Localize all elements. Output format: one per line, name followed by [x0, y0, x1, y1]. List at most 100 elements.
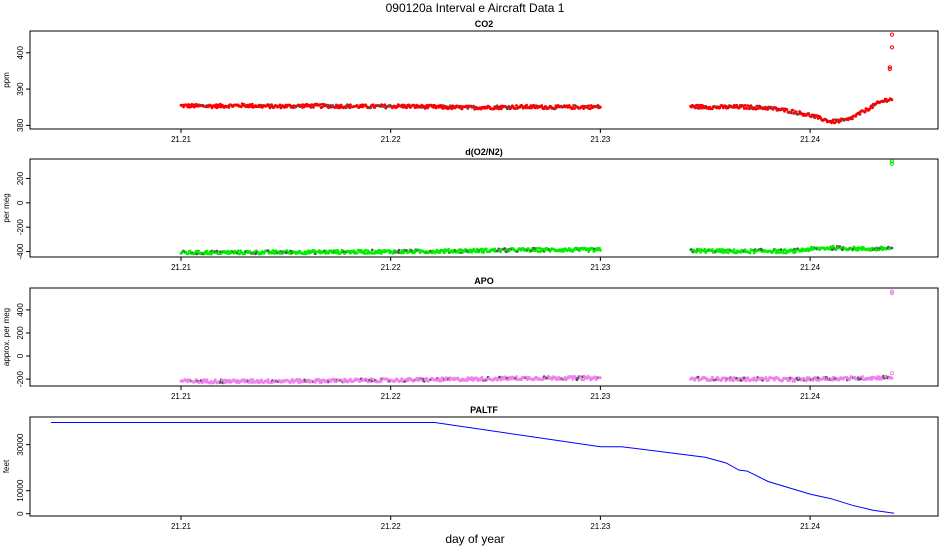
- apo-data-point: [752, 376, 756, 380]
- o2n2-data-point: [187, 252, 190, 255]
- apo-data-point: [520, 378, 523, 382]
- o2n2-data-point: [209, 252, 213, 256]
- apo-data-point: [696, 375, 700, 379]
- apo-data-point: [439, 379, 443, 383]
- apo-data-point: [186, 380, 190, 384]
- co2-data-point: [466, 107, 470, 110]
- co2-x-tick-label: 21.24: [800, 135, 821, 144]
- o2n2-y-tick-label: 200: [16, 171, 25, 185]
- o2n2-x-tick-label: 21.24: [800, 263, 821, 272]
- co2-data-point: [515, 104, 518, 107]
- co2-data-point: [407, 103, 411, 107]
- o2n2-data-point: [695, 250, 698, 254]
- apo-data-point: [358, 380, 361, 383]
- apo-outlier-point: [889, 371, 895, 376]
- co2-data-point: [791, 108, 795, 112]
- co2-data-point: [863, 110, 867, 114]
- o2n2-data-point: [778, 251, 781, 255]
- apo-data-point: [470, 376, 474, 380]
- co2-data-point: [868, 107, 872, 110]
- o2n2-data-point: [841, 248, 844, 252]
- paltf-y-tick-label: 30000: [16, 433, 25, 456]
- co2-data-point: [789, 111, 793, 115]
- co2-data-point: [783, 109, 786, 113]
- apo-data-point: [730, 376, 734, 380]
- paltf-x-tick-label: 21.21: [171, 522, 192, 531]
- apo-data-point: [266, 378, 270, 381]
- co2-data-point: [890, 98, 894, 102]
- o2n2-data-point: [732, 248, 736, 252]
- apo-data-point: [599, 376, 602, 380]
- paltf-y-tick-label: 10000: [16, 479, 25, 502]
- apo-data-point: [848, 377, 852, 381]
- figure-title: 090120a Interval e Aircraft Data 1: [386, 1, 565, 15]
- apo-data-point: [594, 378, 598, 382]
- apo-data-point: [291, 378, 294, 381]
- co2-data-point: [785, 108, 789, 111]
- apo-data-point: [890, 376, 894, 380]
- co2-data-point: [383, 103, 387, 107]
- apo-data-point: [830, 378, 834, 382]
- apo-data-point: [260, 378, 263, 382]
- apo-data-point: [747, 377, 750, 380]
- o2n2-x-tick-label: 21.23: [590, 263, 611, 272]
- apo-data-point: [582, 378, 585, 382]
- co2-title: CO2: [475, 19, 494, 29]
- apo-y-axis-label: approx. per meg: [2, 308, 11, 366]
- o2n2-data-point: [743, 248, 747, 252]
- apo-data-point: [251, 378, 255, 382]
- apo-data-point: [711, 375, 714, 379]
- apo-data-point: [814, 375, 817, 379]
- co2-data-point: [288, 103, 292, 107]
- o2n2-data-point: [535, 246, 538, 250]
- co2-data-point: [500, 107, 503, 111]
- co2-data-point: [371, 103, 375, 107]
- co2-data-point: [337, 104, 341, 107]
- o2n2-data-point: [243, 252, 247, 256]
- apo-data-point: [479, 378, 482, 382]
- co2-data-point: [599, 105, 602, 109]
- o2n2-data-point: [799, 249, 803, 253]
- apo-data-point: [228, 378, 232, 382]
- o2n2-panel: d(O2/N2) per meg 21.21 21.22 21.23 21.24 -400 -…: [2, 147, 939, 272]
- co2-x-tick-label: 21.22: [381, 135, 402, 144]
- paltf-x-tick-label: 21.23: [590, 522, 611, 531]
- co2-outlier-point: [889, 45, 895, 50]
- o2n2-data-point: [482, 250, 486, 254]
- o2n2-data-point: [402, 251, 406, 254]
- co2-data-point: [747, 104, 750, 108]
- co2-data-point: [540, 104, 544, 107]
- o2n2-x-tick-label: 21.22: [381, 263, 402, 272]
- co2-data-point: [754, 107, 758, 111]
- apo-data-point: [401, 378, 404, 381]
- o2n2-data-point: [195, 252, 199, 256]
- o2n2-data-point: [413, 250, 417, 254]
- co2-y-tick-label: 390: [16, 82, 25, 96]
- co2-data-point: [794, 110, 798, 114]
- paltf-y-axis-label: feet: [2, 459, 11, 473]
- co2-data-point: [511, 105, 515, 108]
- o2n2-data-point: [856, 248, 860, 252]
- o2n2-data-point: [359, 249, 363, 252]
- apo-data-point: [723, 376, 727, 380]
- co2-data-point: [525, 103, 528, 107]
- o2n2-data-point: [809, 248, 812, 252]
- o2n2-data-point: [236, 249, 240, 253]
- apo-y-tick-label: -200: [16, 371, 25, 388]
- co2-data-point: [412, 104, 416, 107]
- co2-data-point: [697, 107, 701, 110]
- o2n2-data-point: [726, 251, 730, 255]
- apo-data-point: [435, 379, 439, 382]
- apo-data-point: [877, 375, 881, 379]
- o2n2-data-point: [355, 251, 359, 255]
- apo-x-tick-label: 21.24: [800, 392, 821, 401]
- o2n2-data-point: [364, 248, 367, 252]
- o2n2-y-tick-label: -200: [16, 219, 25, 236]
- co2-data-point: [450, 107, 454, 111]
- o2n2-data-point: [205, 249, 209, 253]
- co2-data-point: [460, 107, 464, 111]
- co2-plot-area: [179, 32, 895, 125]
- co2-data-point: [816, 117, 820, 120]
- o2n2-data-point: [782, 251, 786, 255]
